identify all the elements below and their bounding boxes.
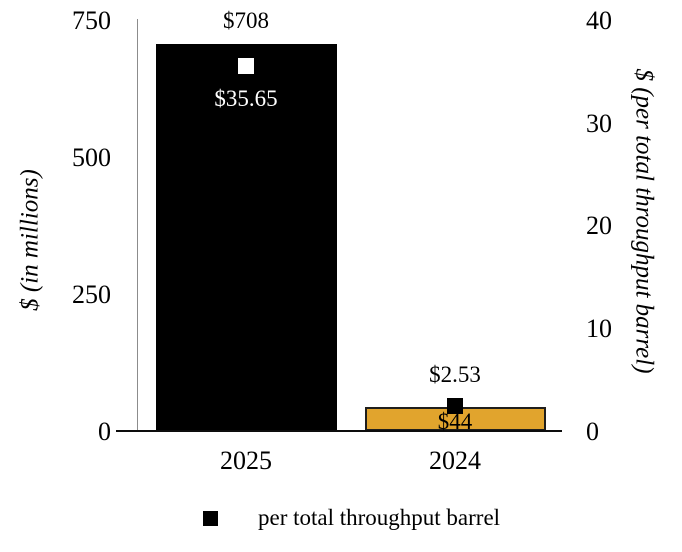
bar-value-label-2024: $44 [437,409,473,435]
x-axis-label-2024: 2024 [429,446,481,475]
marker-value-label-2025: $35.65 [214,85,278,111]
bar-value-label-2025: $708 [223,7,269,33]
left-axis-tick-label: 250 [72,279,111,309]
left-axis-tick-label: 500 [72,142,111,172]
left-axis-line [137,19,138,431]
left-axis-tick-label: 0 [98,416,111,446]
legend-label: per total throughput barrel [258,505,501,530]
right-axis-tick-label: 20 [586,211,612,241]
legend-square-icon [203,510,218,526]
marker-square-2024 [447,397,463,414]
right-axis-tick-label: 40 [586,6,612,35]
right-axis-tick-label: 0 [586,416,599,446]
marker-value-label-2024: $2.53 [429,361,481,387]
x-axis-line [116,430,562,432]
x-axis-label-2025: 2025 [220,446,272,475]
right-axis-tick-label: 10 [586,313,612,343]
left-axis-tick-label: 750 [72,6,111,35]
right-axis-tick-label: 30 [586,108,612,138]
bar-2025 [155,43,337,432]
marker-square-2025 [238,57,254,74]
legend: per total throughput barrel [203,503,500,533]
